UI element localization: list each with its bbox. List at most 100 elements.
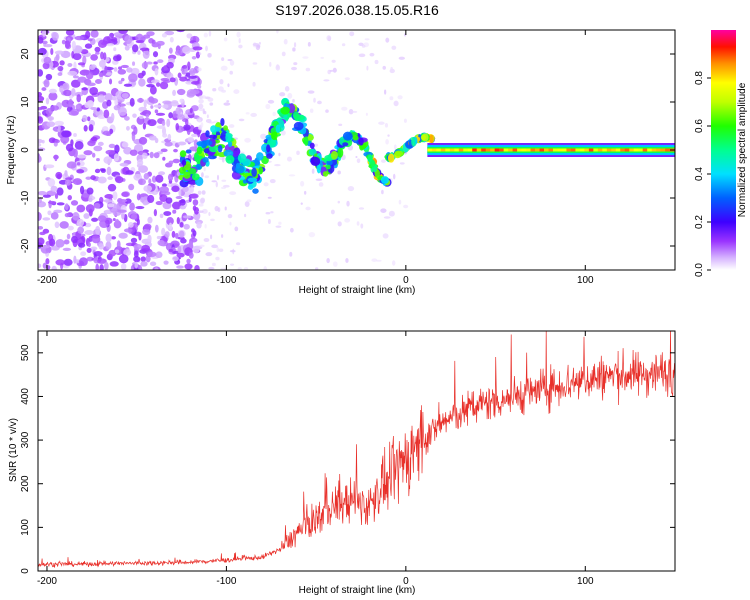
spectrogram-cell xyxy=(192,205,197,211)
y-tick-label: 400 xyxy=(20,388,31,405)
spectrogram-cell xyxy=(88,124,94,132)
spectrogram-cell xyxy=(127,221,134,228)
spectrogram-cell xyxy=(145,113,150,118)
spectrogram-cell xyxy=(152,51,159,58)
spectrogram-cell xyxy=(108,78,113,85)
carrier-core xyxy=(615,148,621,152)
spectrogram-cell xyxy=(42,30,47,37)
carrier-core xyxy=(633,148,639,152)
spectrogram-cell xyxy=(313,97,316,103)
spectrogram-cell xyxy=(38,212,42,221)
spectrogram-cell xyxy=(179,205,187,210)
spectrogram-cell xyxy=(252,188,259,194)
spectrogram-cell xyxy=(142,228,151,236)
spectrogram-cell xyxy=(211,180,217,183)
spectrogram-cell xyxy=(348,109,354,115)
spectrogram-cell xyxy=(113,153,120,162)
spectrogram-cell xyxy=(337,200,340,204)
spectrogram-cell xyxy=(38,263,42,269)
spectrogram-cell xyxy=(117,69,127,75)
spectrogram-cell xyxy=(182,186,189,193)
spectrogram-cell xyxy=(192,245,200,254)
spectrogram-cell xyxy=(54,50,65,55)
spectrogram-cell xyxy=(360,223,364,229)
spectrogram-cell xyxy=(38,138,43,144)
spectrogram-cell xyxy=(72,75,79,79)
spectrogram-cell xyxy=(141,62,149,69)
spectrogram-cell xyxy=(54,154,58,162)
spectrogram-cell xyxy=(300,202,303,205)
colorbar-ticks: 0.0 0.2 0.4 0.6 0.8 xyxy=(694,71,711,277)
spectrogram-cell xyxy=(50,212,59,220)
spectrogram-cell xyxy=(38,237,45,246)
spectrogram-cell xyxy=(194,265,200,270)
spectrogram-cell xyxy=(168,160,174,166)
spectrogram-cell xyxy=(119,162,129,167)
spectrogram-cell xyxy=(105,233,112,243)
spectrogram-cell xyxy=(107,203,115,208)
spectrogram-cell xyxy=(385,37,390,43)
spectrogram-cell xyxy=(76,94,82,103)
spectrogram-cell xyxy=(218,248,221,252)
spectrogram-cell xyxy=(54,120,65,126)
spectrogram-cell xyxy=(168,248,174,253)
spectrogram-cell xyxy=(86,187,94,195)
spectrogram-cell xyxy=(97,176,107,184)
spectrogram-cell xyxy=(190,186,194,193)
spectrogram-cell xyxy=(139,47,150,52)
spectrogram-cell xyxy=(225,132,232,143)
spectrogram-cell xyxy=(215,256,220,261)
spectrogram-cell xyxy=(67,194,72,201)
carrier-core xyxy=(490,148,496,152)
spectrogram-cell xyxy=(388,210,395,217)
spectrogram-cell xyxy=(114,249,120,254)
spectrogram-cell xyxy=(153,104,163,108)
spectrogram-cell xyxy=(43,44,53,48)
spectrogram-cell xyxy=(177,141,187,146)
spectrogram-cell xyxy=(38,36,44,44)
spectrogram-cell xyxy=(221,179,227,182)
spectrogram-cell xyxy=(230,263,235,266)
spectrogram-cell xyxy=(107,183,117,192)
spectrogram-cell xyxy=(367,154,373,162)
spectrogram-cell xyxy=(86,116,91,122)
spectrogram-cell xyxy=(187,75,198,79)
spectrogram-cell xyxy=(385,139,389,145)
spectrogram-cell xyxy=(45,73,53,81)
spectrogram-cell xyxy=(47,200,57,205)
spectrogram-cell xyxy=(163,260,169,265)
spectrogram-cell xyxy=(115,176,124,184)
spectrogram-cell xyxy=(175,49,183,56)
spectrogram-cell xyxy=(77,62,86,66)
spectrogram-cell xyxy=(403,204,409,209)
spectrogram-cell xyxy=(82,114,88,122)
spectrogram-cell xyxy=(206,114,209,119)
spectrogram-cell xyxy=(104,65,108,75)
spectrogram-cell xyxy=(313,143,319,147)
spectrogram-cell xyxy=(137,264,143,270)
spectrogram-cell xyxy=(266,144,271,153)
spectrogram-cell xyxy=(303,136,309,147)
spectrogram-cell xyxy=(195,51,201,59)
spectrogram-cell xyxy=(139,111,148,116)
spectrogram-cell xyxy=(123,228,133,233)
spectrogram-cell xyxy=(73,61,77,70)
spectrogram-cell xyxy=(137,158,144,167)
y-tick-label: 200 xyxy=(20,475,31,492)
spectrogram-cell xyxy=(326,35,332,41)
spectrogram-cell xyxy=(189,68,196,76)
spectrogram-cell xyxy=(420,134,427,141)
spectrogram-cell xyxy=(154,224,159,233)
spectrogram-cell xyxy=(124,45,130,51)
spectrogram-cell xyxy=(252,42,260,47)
spectrogram-cell xyxy=(276,64,280,69)
spectrogram-cell xyxy=(150,98,159,104)
spectrogram-cell xyxy=(95,225,101,235)
spectrogram-cell xyxy=(291,66,297,71)
x-tick-label: 0 xyxy=(403,275,409,286)
carrier-core xyxy=(611,148,617,152)
spectrogram-cell xyxy=(159,81,169,90)
spectrogram-cell xyxy=(178,166,186,174)
spectrogram-cell xyxy=(42,40,48,45)
spectrogram-cell xyxy=(329,69,334,72)
